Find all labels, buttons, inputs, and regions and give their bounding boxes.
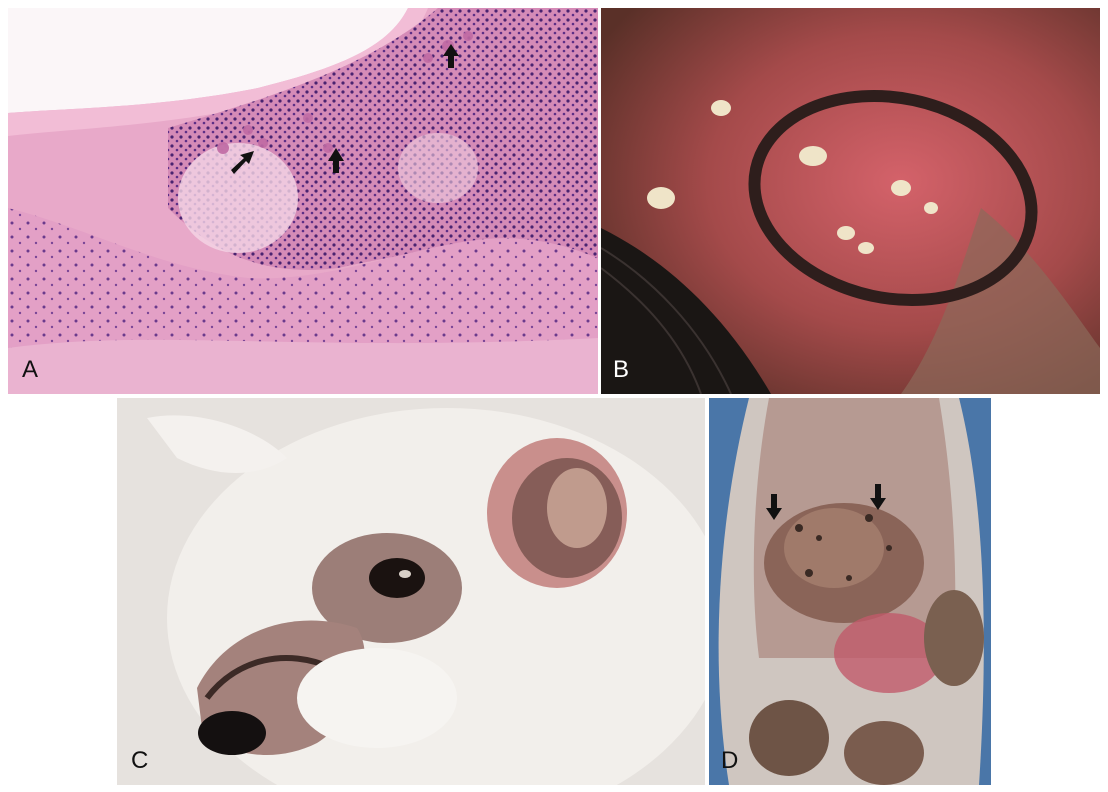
panel-label-c: C [131,747,149,774]
panel-label-d: D [721,747,739,774]
dog-face-image [117,398,705,785]
panel-d-paw-pads: D [709,398,991,785]
histology-image [8,8,598,394]
panel-a-histology: A [8,8,598,394]
panel-label-a: A [22,356,39,383]
arrow-markers [231,44,459,174]
skin-lesion-image [601,8,1100,394]
panel-label-b: B [613,356,630,383]
paw-pad-image [709,398,991,785]
arrow-markers [766,484,886,520]
panel-b-skin-lesion: B [601,8,1100,394]
panel-c-dog-face: C [117,398,705,785]
